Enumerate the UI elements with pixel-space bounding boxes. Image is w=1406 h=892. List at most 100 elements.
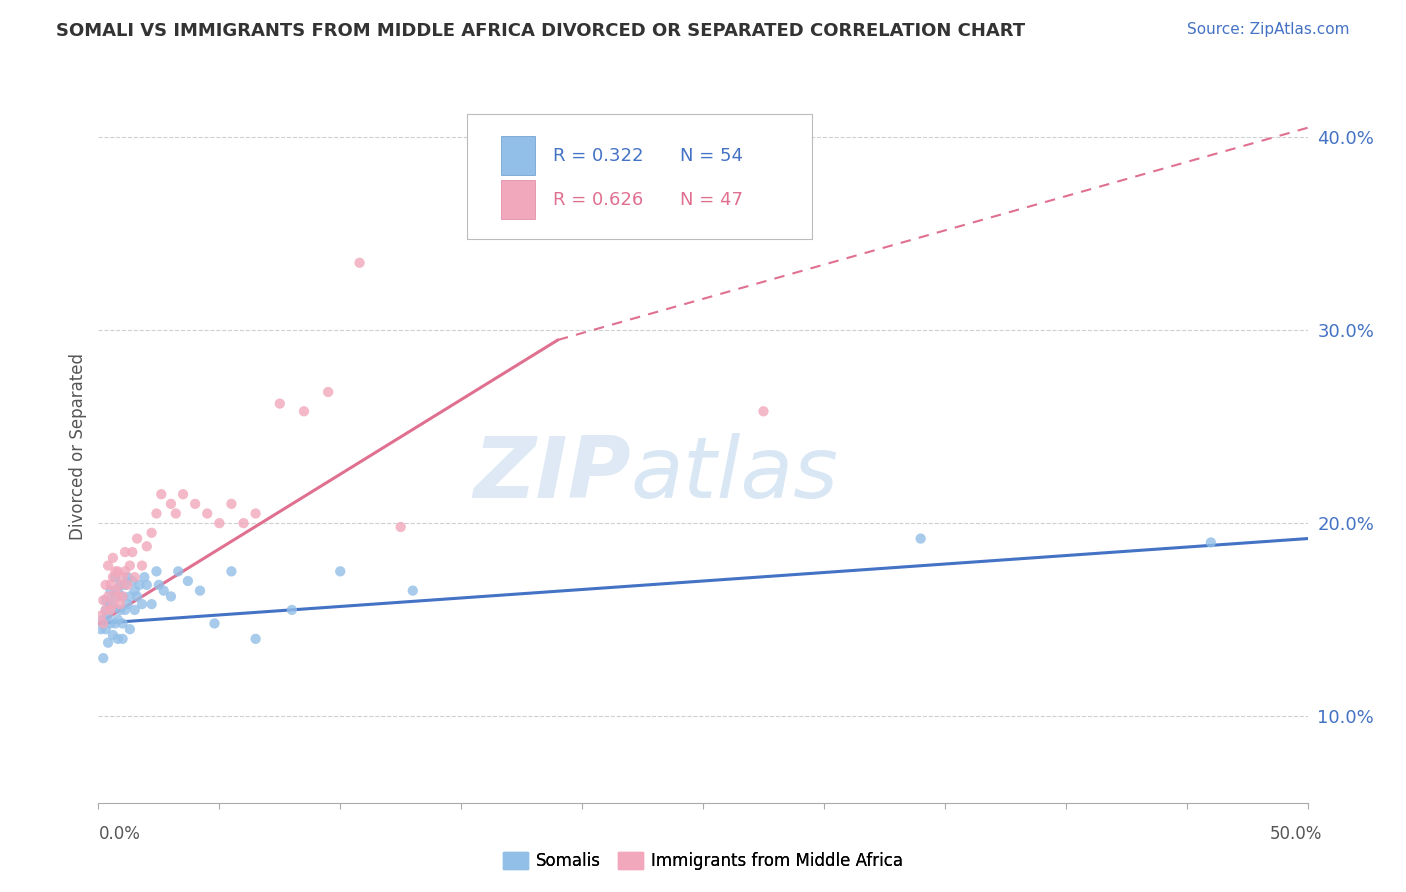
Point [111,590,134,604]
Point [111,616,134,631]
Point [104,616,127,631]
Point [117,578,139,592]
Point [94,578,117,592]
Point [104,583,127,598]
Point [121,574,143,588]
Point [107,632,129,646]
Point [101,597,124,611]
Point [100,578,122,592]
Point [145,507,167,521]
Bar [501,180,534,219]
Point [128,578,150,592]
Point [100,603,122,617]
Point [135,578,157,592]
Text: N = 47: N = 47 [681,191,742,209]
Point [329,565,352,579]
Point [117,570,139,584]
Point [145,565,167,579]
Point [232,516,254,530]
Point [165,507,187,521]
Point [97,590,120,604]
Point [184,497,207,511]
Point [245,632,267,646]
Point [160,497,183,511]
Text: R = 0.322: R = 0.322 [553,146,644,164]
Point [104,565,127,579]
Point [90,622,112,636]
Point [204,616,226,631]
Point [94,622,117,636]
Text: ZIP: ZIP [472,433,630,516]
Point [177,574,200,588]
Point [114,578,136,592]
Point [127,590,149,604]
Point [402,583,425,598]
Point [910,532,932,546]
Point [111,590,134,604]
Point [94,593,117,607]
Point [90,608,112,623]
Point [148,578,170,592]
Legend: Somalis, Immigrants from Middle Africa: Somalis, Immigrants from Middle Africa [496,845,910,877]
Point [104,590,127,604]
Point [107,613,129,627]
Point [101,570,124,584]
Point [269,396,291,410]
Text: Source: ZipAtlas.com: Source: ZipAtlas.com [1187,22,1350,37]
Point [91,616,114,631]
Point [101,601,124,615]
Point [292,404,315,418]
Point [124,603,146,617]
Point [195,507,218,521]
Point [114,565,136,579]
Text: N = 54: N = 54 [681,146,742,164]
Point [104,570,127,584]
Point [97,636,120,650]
Text: 50.0%: 50.0% [1270,825,1322,843]
Point [118,590,141,604]
Text: SOMALI VS IMMIGRANTS FROM MIDDLE AFRICA DIVORCED OR SEPARATED CORRELATION CHART: SOMALI VS IMMIGRANTS FROM MIDDLE AFRICA … [56,22,1025,40]
Point [121,545,143,559]
Point [208,516,231,530]
Point [91,651,114,665]
Point [316,384,339,399]
Point [100,597,122,611]
Point [107,583,129,598]
Point [127,532,149,546]
Point [124,570,146,584]
Point [349,256,371,270]
Point [152,583,174,598]
Text: 0.0%: 0.0% [98,825,141,843]
Point [91,593,114,607]
Point [100,616,122,631]
Point [107,565,129,579]
Point [101,628,124,642]
Point [118,558,141,573]
Point [101,550,124,565]
Point [131,597,153,611]
Text: atlas: atlas [630,433,838,516]
Point [124,583,146,598]
Point [111,570,134,584]
Point [108,603,131,617]
Point [389,520,412,534]
Point [114,603,136,617]
Point [94,603,117,617]
Point [97,558,120,573]
Point [108,578,131,592]
Point [135,539,157,553]
Point [245,507,267,521]
Point [114,545,136,559]
Point [97,608,120,623]
Point [94,603,117,617]
Point [141,597,163,611]
Point [100,583,122,598]
Point [150,487,173,501]
Point [160,590,183,604]
Point [118,622,141,636]
Point [188,583,211,598]
Y-axis label: Divorced or Separated: Divorced or Separated [69,352,87,540]
Point [111,632,134,646]
Point [281,603,304,617]
Point [131,558,153,573]
